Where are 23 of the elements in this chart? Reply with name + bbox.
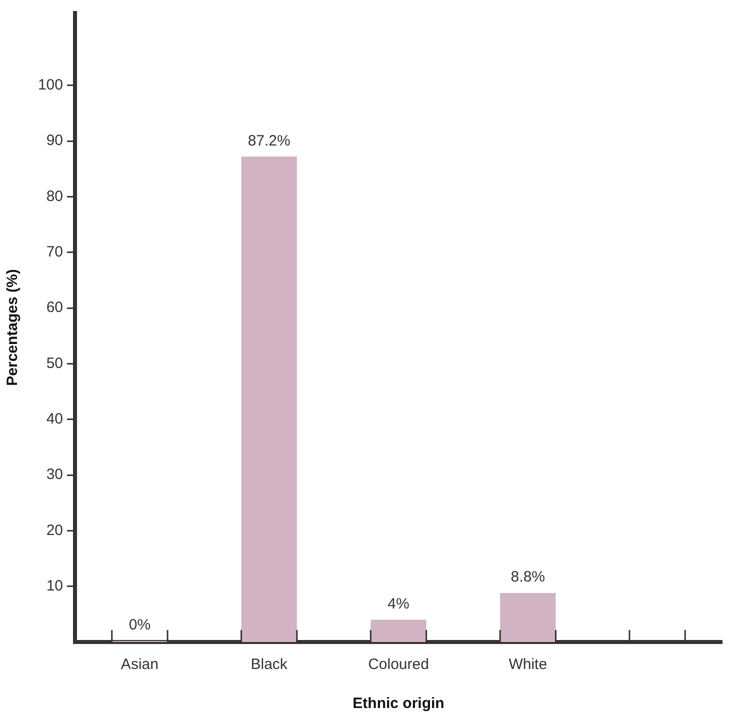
y-tick-label: 90 [46,132,63,150]
y-tick-label: 80 [46,188,63,205]
y-tick-label: 70 [46,243,63,260]
data-label: 0% [128,616,151,634]
data-label: 87.2% [248,132,290,150]
x-axis-title: Ethnic origin [352,695,444,712]
x-tick-label: White [508,656,548,674]
x-tick-label: Asian [120,656,158,674]
bar [500,593,556,642]
y-axis-title: Percentages (%) [4,269,22,386]
y-tick-label: 40 [46,410,63,428]
y-tick-label: 10 [46,577,63,594]
y-tick-label: 20 [46,522,63,539]
y-tick-label: 60 [46,299,63,316]
x-tick-label: Coloured [368,656,429,674]
x-tick-label: Black [250,656,288,674]
data-label: 8.8% [510,568,545,586]
data-label: 4% [388,595,410,612]
y-tick-label: 50 [46,354,63,372]
bar [370,620,426,642]
y-tick-label: 100 [38,76,63,94]
y-tick-label: 30 [46,466,63,484]
bar [241,156,297,642]
